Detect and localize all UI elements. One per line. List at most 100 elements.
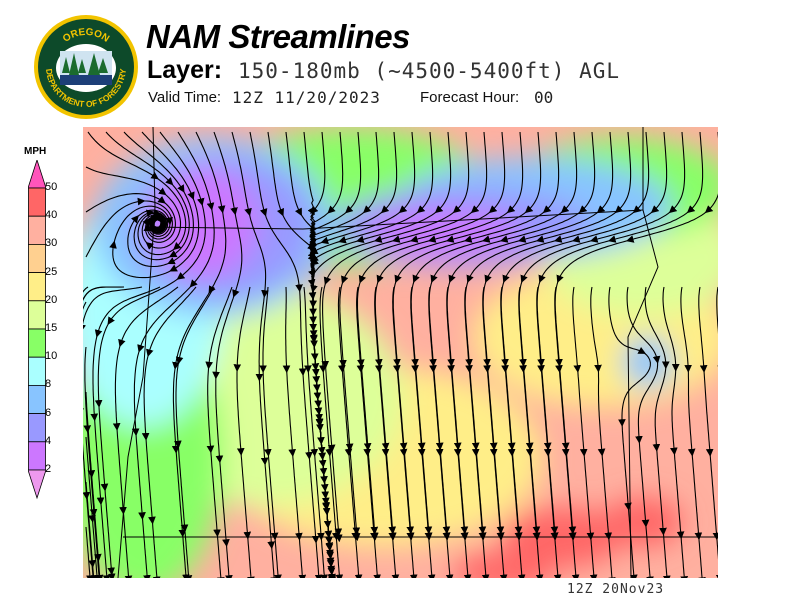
streamline (378, 364, 390, 451)
streamline (448, 239, 521, 284)
streamline (331, 450, 343, 537)
streamline (703, 370, 714, 457)
colorbar-segment (28, 272, 46, 302)
streamline (302, 373, 313, 460)
streamline (524, 131, 542, 214)
streamline (308, 457, 320, 544)
streamline (589, 211, 671, 243)
colorbar-segment (28, 244, 46, 274)
streamline (680, 536, 689, 578)
streamline (409, 211, 491, 243)
streamline (175, 286, 215, 365)
streamline (292, 454, 303, 541)
streamline (85, 481, 96, 568)
streamline (356, 211, 437, 244)
streamline (373, 211, 455, 243)
page-title: NAM Streamlines (146, 18, 410, 55)
streamline (385, 454, 397, 541)
streamline (556, 239, 629, 284)
streamline (325, 366, 336, 453)
streamline (410, 280, 419, 367)
streamline (463, 211, 545, 243)
streamline (352, 532, 361, 542)
streamline (532, 532, 541, 541)
streamline (143, 200, 173, 240)
streamline (547, 448, 559, 535)
streamline (83, 286, 125, 315)
streamline (687, 370, 696, 457)
streamline (406, 532, 415, 541)
streamline (298, 538, 307, 578)
streamline (403, 448, 415, 535)
streamline (568, 532, 577, 541)
streamline (452, 131, 470, 214)
streamline (210, 451, 221, 538)
streamline (478, 532, 487, 541)
streamline (446, 280, 455, 367)
streamline (484, 239, 557, 284)
streamline (94, 419, 105, 506)
streamline (496, 532, 505, 541)
streamline (577, 370, 588, 457)
streamline (145, 438, 156, 525)
streamlines (83, 131, 718, 578)
streamline (240, 453, 252, 540)
streamline (267, 131, 284, 217)
streamline (321, 452, 333, 539)
streamline (608, 538, 616, 578)
streamline (320, 211, 401, 245)
colorbar-label: 2 (45, 463, 52, 475)
streamline (358, 239, 431, 284)
streamline (464, 280, 473, 367)
streamline (412, 239, 485, 284)
streamline (285, 131, 302, 217)
forecast-hour-value: 00 (534, 88, 554, 107)
streamline (583, 454, 595, 541)
streamline (325, 541, 334, 551)
streamline (308, 211, 383, 246)
colorbar-segment (28, 384, 46, 414)
forecast-hour-label: Forecast Hour: (420, 89, 520, 106)
streamline (380, 131, 398, 214)
streamline (338, 211, 419, 244)
streamline (565, 448, 577, 535)
streamline (432, 364, 444, 451)
streamline (354, 538, 363, 578)
streamline (656, 449, 667, 536)
streamline (535, 211, 617, 243)
streamline (607, 211, 689, 243)
colorbar-label: 50 (45, 181, 58, 193)
streamline (645, 525, 654, 578)
streamline (470, 131, 488, 214)
streamline (334, 533, 343, 543)
colorbar-segment (28, 300, 46, 330)
streamline (553, 538, 562, 578)
streamline (662, 533, 671, 578)
streamline (536, 280, 545, 367)
streamline (374, 281, 383, 367)
streamline (232, 213, 243, 298)
streamline (504, 364, 516, 451)
streamline (589, 538, 598, 578)
streamline (87, 131, 159, 180)
streamline (348, 454, 359, 541)
streamline (360, 364, 372, 451)
streamline (632, 131, 650, 214)
valid-time-label: Valid Time: (148, 89, 222, 106)
streamline (680, 286, 692, 373)
streamline (182, 535, 190, 578)
streamline (303, 131, 315, 216)
streamline (460, 532, 469, 541)
colorbar-segment (28, 356, 46, 386)
streamline (159, 131, 205, 207)
streamline (698, 538, 706, 578)
streamline (267, 454, 279, 541)
streamline (391, 211, 473, 243)
streamline (131, 350, 140, 437)
streamline (282, 286, 291, 374)
streamline (342, 365, 354, 452)
streamline (206, 367, 215, 454)
streamline (176, 203, 206, 280)
colorbar-segment (28, 441, 46, 471)
streamline (590, 286, 602, 373)
